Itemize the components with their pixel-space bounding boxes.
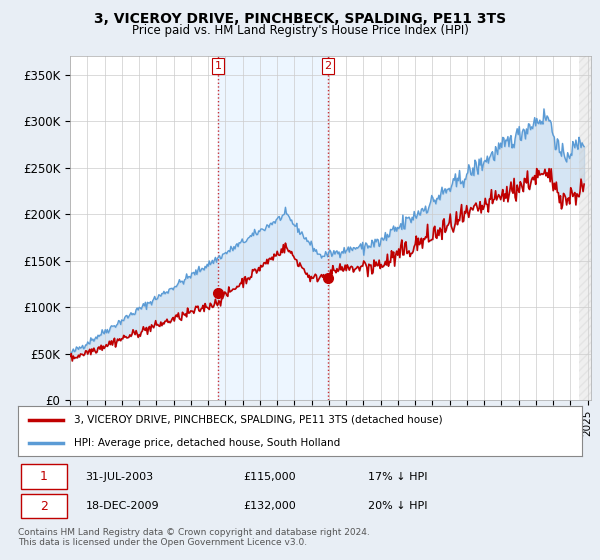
Text: 2: 2 [40,500,48,513]
FancyBboxPatch shape [21,464,67,489]
Text: 3, VICEROY DRIVE, PINCHBECK, SPALDING, PE11 3TS (detached house): 3, VICEROY DRIVE, PINCHBECK, SPALDING, P… [74,414,443,424]
Bar [579,56,591,400]
Text: 17% ↓ HPI: 17% ↓ HPI [368,472,427,482]
Text: Price paid vs. HM Land Registry's House Price Index (HPI): Price paid vs. HM Land Registry's House … [131,24,469,36]
Text: Contains HM Land Registry data © Crown copyright and database right 2024.
This d: Contains HM Land Registry data © Crown c… [18,528,370,547]
Text: 1: 1 [40,470,48,483]
Text: 2: 2 [325,61,332,71]
Text: HPI: Average price, detached house, South Holland: HPI: Average price, detached house, Sout… [74,438,341,448]
Text: £132,000: £132,000 [244,501,296,511]
Text: 20% ↓ HPI: 20% ↓ HPI [368,501,427,511]
FancyBboxPatch shape [21,494,67,519]
Text: £115,000: £115,000 [244,472,296,482]
Text: 3, VICEROY DRIVE, PINCHBECK, SPALDING, PE11 3TS: 3, VICEROY DRIVE, PINCHBECK, SPALDING, P… [94,12,506,26]
Text: 31-JUL-2003: 31-JUL-2003 [86,472,154,482]
Bar [218,56,328,400]
Text: 18-DEC-2009: 18-DEC-2009 [86,501,160,511]
Text: 1: 1 [215,61,221,71]
